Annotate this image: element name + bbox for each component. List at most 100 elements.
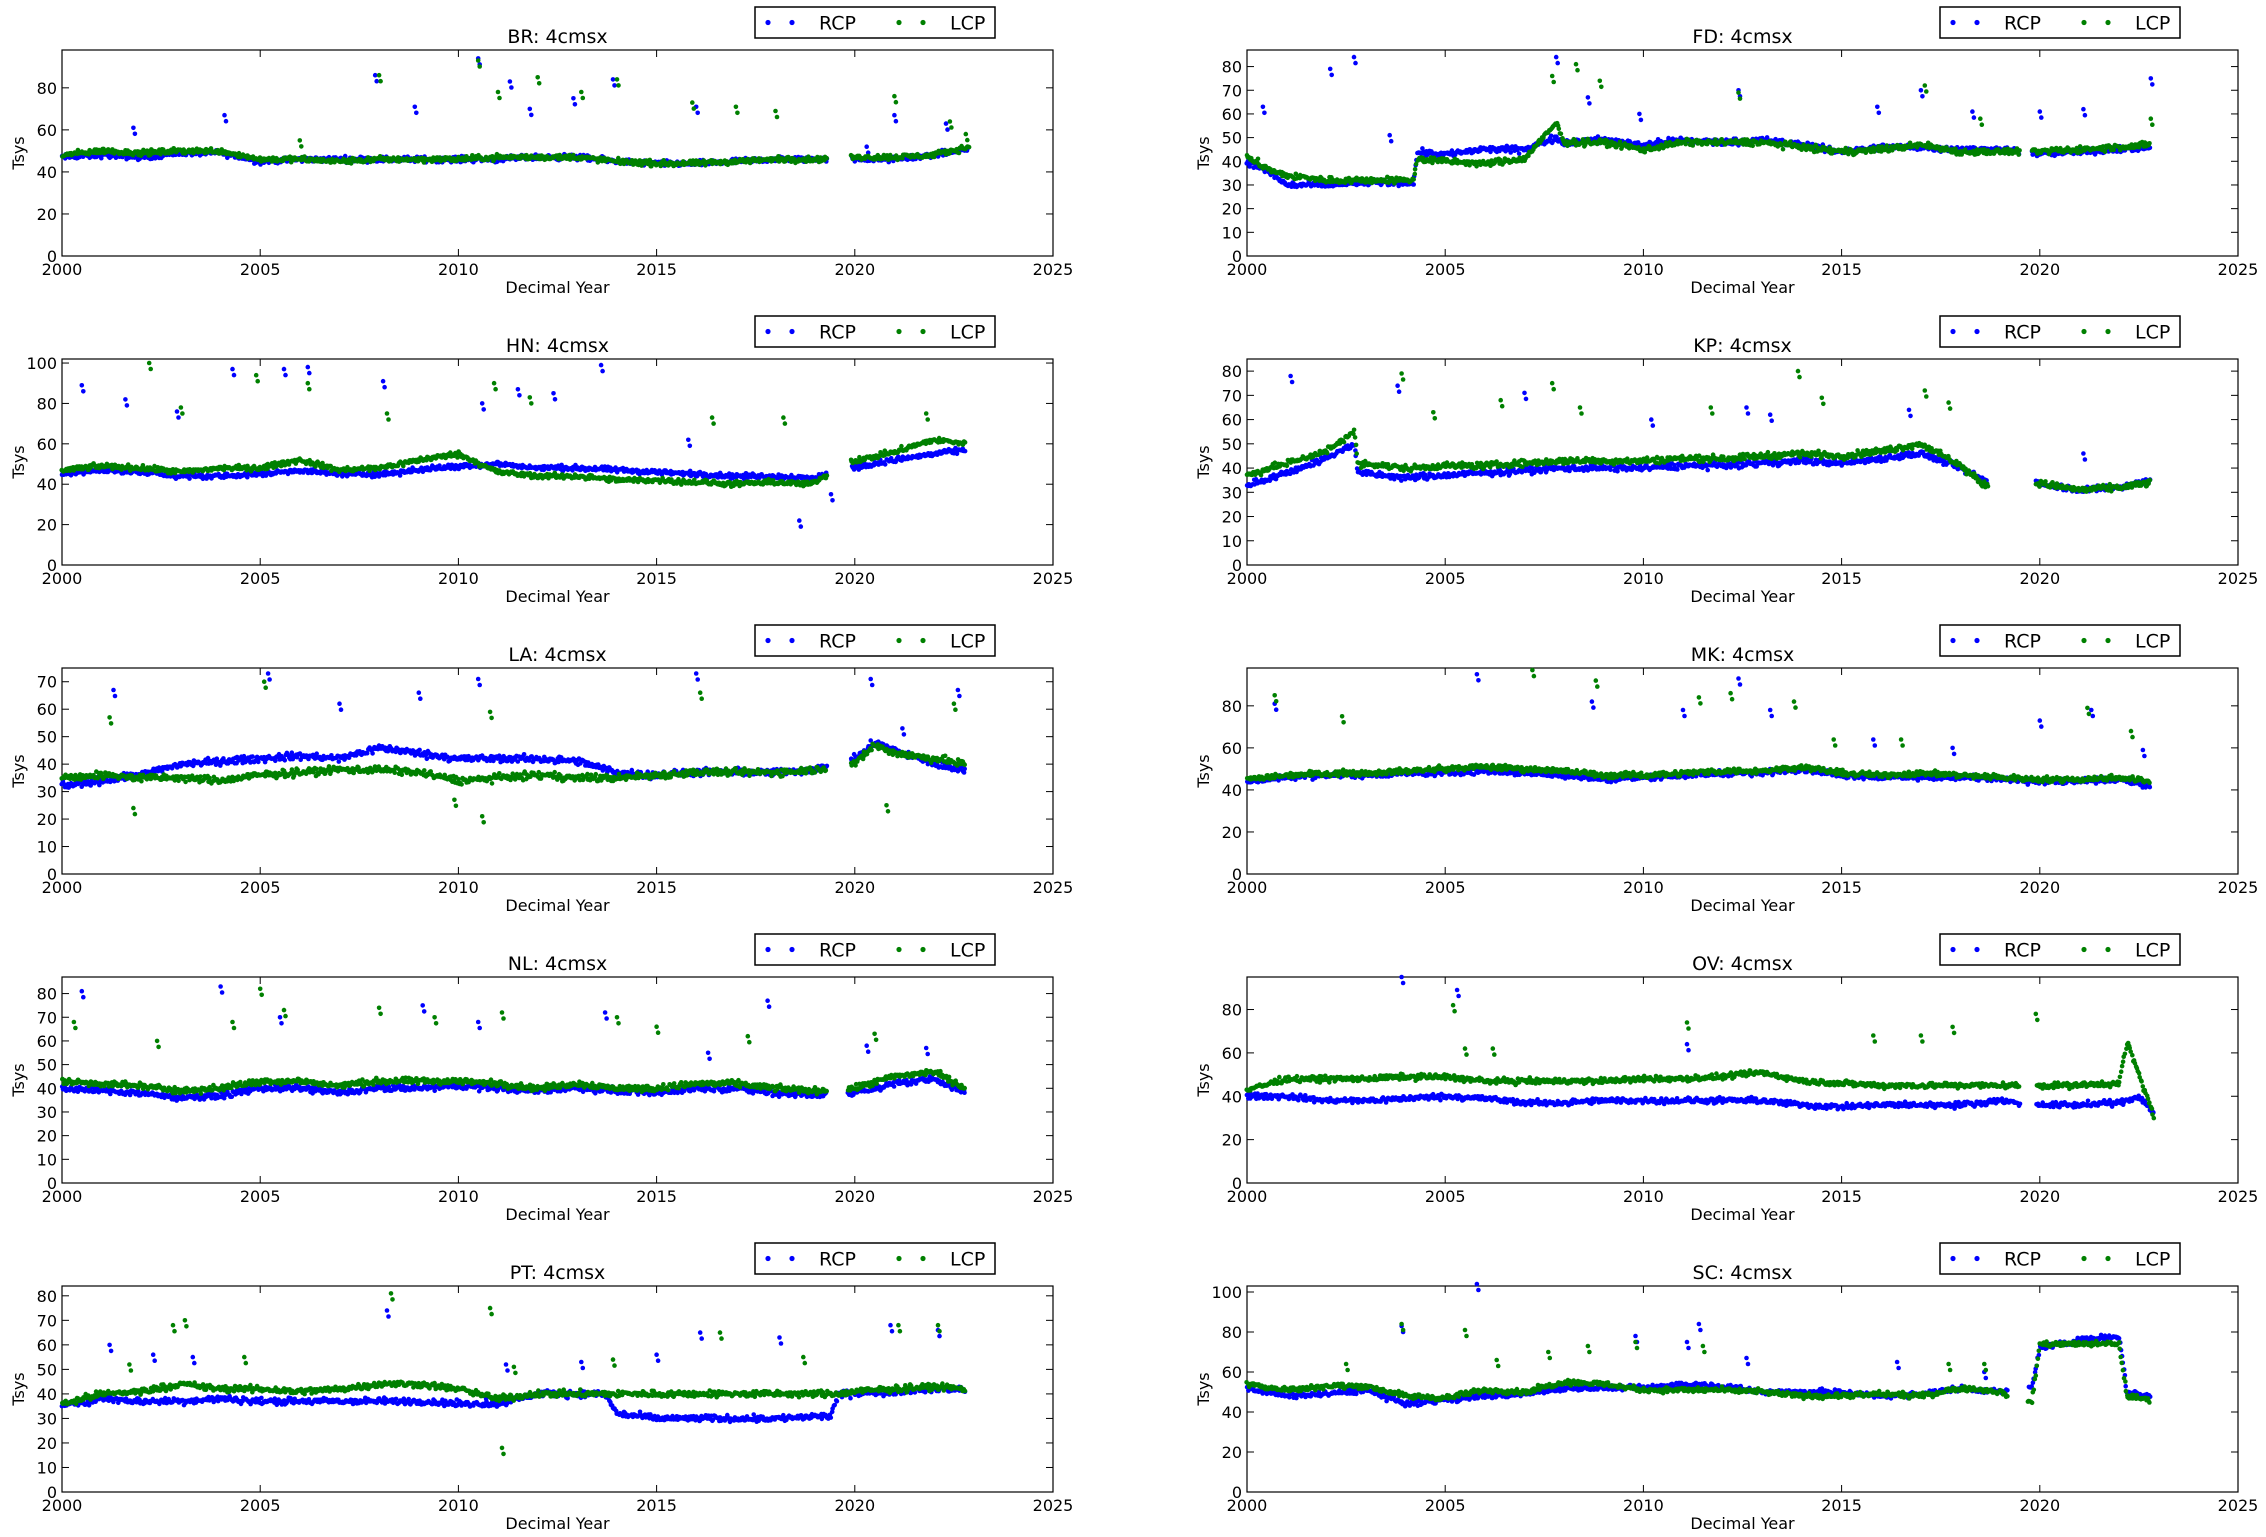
data-point — [99, 155, 104, 161]
x-tick-label: 2005 — [240, 260, 281, 279]
data-point-outlier — [1329, 72, 1334, 78]
data-point-outlier — [174, 409, 180, 414]
data-point — [1516, 151, 1522, 156]
data-point-outlier — [1922, 83, 1928, 88]
y-tick-label: 80 — [1222, 58, 1242, 77]
data-point-outlier — [571, 96, 576, 101]
data-point-outlier — [497, 95, 502, 101]
dot-marker-icon — [2081, 19, 2087, 26]
dot-marker-icon — [2105, 19, 2111, 26]
data-point-outlier — [1549, 73, 1555, 79]
data-point-outlier — [477, 64, 483, 69]
data-point-outlier — [1551, 79, 1556, 85]
data-point-outlier — [481, 407, 487, 412]
data-point-outlier — [598, 362, 604, 368]
data-point — [1843, 145, 1848, 151]
data-point-outlier — [1638, 117, 1644, 123]
data-point-outlier — [414, 110, 419, 116]
dot-marker-icon — [1974, 19, 1980, 26]
data-point-outlier — [378, 78, 383, 84]
data-point-outlier — [2148, 76, 2154, 81]
data-point — [966, 144, 972, 150]
data-point — [208, 146, 214, 151]
data-point-outlier — [735, 110, 740, 116]
dot-marker-icon — [765, 19, 771, 26]
data-point-outlier — [893, 99, 899, 105]
x-tick-label: 2000 — [42, 260, 83, 279]
data-point — [1683, 141, 1688, 147]
legend-label-rcp: RCP — [819, 13, 856, 35]
data-point — [2147, 141, 2152, 146]
y-tick-label: 30 — [1222, 176, 1242, 195]
data-point-outlier — [830, 498, 835, 503]
x-tick-label: 2015 — [636, 260, 677, 279]
x-tick-label: 2010 — [438, 569, 479, 588]
data-point-outlier — [774, 114, 780, 120]
data-point-outlier — [690, 100, 695, 105]
data-point-outlier — [281, 366, 287, 372]
x-tick-label: 2025 — [2218, 260, 2259, 279]
y-axis-label: Tsys — [9, 136, 28, 170]
y-tick-label: 20 — [37, 516, 57, 535]
data-point-outlier — [1978, 116, 1983, 121]
data-point-outlier — [297, 138, 303, 143]
y-axis-label: Tsys — [1194, 136, 1213, 170]
data-point-outlier — [1587, 101, 1592, 106]
data-point-outlier — [686, 437, 691, 443]
data-point-outlier — [230, 366, 235, 372]
data-point — [2017, 148, 2022, 153]
data-point-outlier — [380, 378, 386, 384]
data-point — [302, 154, 307, 159]
legend: RCP LCP — [1939, 6, 2181, 39]
data-point-outlier — [1876, 110, 1882, 116]
data-point-outlier — [1875, 104, 1880, 110]
data-point — [1411, 177, 1416, 182]
data-point-outlier — [2150, 122, 2155, 127]
data-point-outlier — [580, 95, 586, 101]
data-point-outlier — [231, 372, 237, 378]
data-point-outlier — [1351, 54, 1357, 60]
data-point-outlier — [2148, 116, 2154, 121]
y-tick-label: 0 — [1232, 247, 1242, 266]
data-point-outlier — [536, 81, 542, 86]
y-tick-label: 40 — [37, 475, 57, 494]
data-point-outlier — [307, 370, 312, 376]
data-point-outlier — [1979, 122, 1985, 127]
x-axis-label: Decimal Year — [505, 278, 610, 297]
data-point-outlier — [797, 518, 802, 523]
y-tick-label: 20 — [37, 205, 57, 224]
data-point — [1780, 146, 1786, 152]
data-point-outlier — [614, 77, 620, 82]
y-tick-label: 80 — [37, 79, 57, 98]
y-tick-label: 0 — [47, 556, 57, 575]
data-point-outlier — [535, 75, 540, 80]
data-point-outlier — [131, 125, 136, 131]
data-point-outlier — [1924, 89, 1929, 94]
data-point-outlier — [1736, 90, 1741, 95]
x-tick-label: 2025 — [1033, 260, 1074, 279]
data-point-outlier — [1575, 67, 1580, 73]
data-point-outlier — [579, 89, 584, 95]
data-point — [2016, 152, 2021, 157]
x-tick-label: 2025 — [1033, 569, 1074, 588]
data-point-outlier — [773, 108, 778, 114]
data-point-outlier — [479, 401, 485, 406]
data-point-outlier — [828, 492, 834, 497]
data-point-outlier — [963, 131, 969, 137]
axes-frame — [61, 49, 1054, 257]
data-point — [1558, 131, 1564, 137]
y-tick-label: 20 — [1222, 200, 1242, 219]
data-point-outlier — [2082, 112, 2088, 118]
x-axis-label: Decimal Year — [505, 587, 610, 606]
y-tick-label: 0 — [47, 247, 57, 266]
legend: RCP LCP — [754, 6, 996, 39]
data-point-outlier — [372, 72, 378, 78]
data-point-outlier — [79, 383, 85, 388]
data-point-outlier — [283, 372, 288, 378]
data-point-outlier — [612, 83, 617, 88]
data-point-outlier — [1553, 54, 1559, 60]
data-point — [882, 462, 888, 467]
data-point — [1556, 126, 1562, 132]
